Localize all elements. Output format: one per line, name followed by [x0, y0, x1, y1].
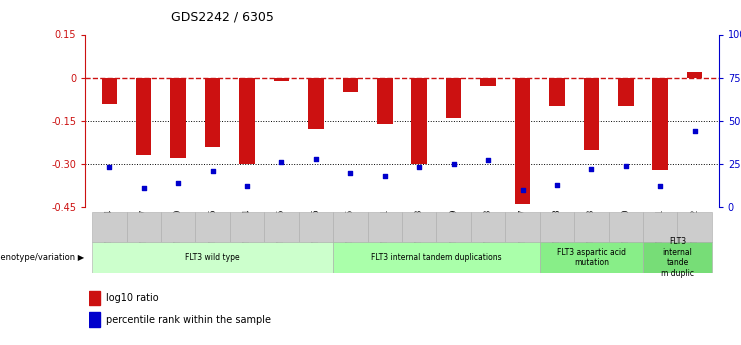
Point [104, 165, 116, 170]
Bar [402, 212, 436, 242]
Point [310, 156, 322, 161]
Bar [471, 212, 505, 242]
Point [379, 173, 391, 179]
Bar [342, 78, 358, 92]
Point [448, 161, 459, 167]
Point [516, 187, 528, 193]
Bar [161, 212, 196, 242]
Bar [333, 212, 368, 242]
Bar [368, 212, 402, 242]
Bar [446, 78, 462, 118]
Point [688, 128, 700, 134]
Point [345, 170, 356, 175]
Text: log10 ratio: log10 ratio [106, 293, 159, 303]
Bar [411, 78, 427, 164]
Bar [170, 78, 186, 158]
Text: FLT3
internal
tande
m duplic: FLT3 internal tande m duplic [661, 237, 694, 278]
Text: FLT3 internal tandem duplications: FLT3 internal tandem duplications [371, 253, 502, 262]
Bar [539, 242, 643, 273]
Point [620, 163, 632, 168]
Bar [205, 78, 220, 147]
Point [654, 184, 666, 189]
Point [207, 168, 219, 174]
Point [551, 182, 563, 187]
Bar [377, 78, 393, 124]
Bar [608, 212, 643, 242]
Bar [480, 78, 496, 86]
Bar [687, 72, 702, 78]
Bar [273, 78, 289, 80]
Point [138, 185, 150, 191]
Bar [643, 212, 677, 242]
Bar [127, 212, 161, 242]
Point [482, 158, 494, 163]
Point [241, 184, 253, 189]
Point [172, 180, 184, 186]
Bar [299, 212, 333, 242]
Bar [239, 78, 255, 164]
Bar [574, 212, 608, 242]
Bar [196, 212, 230, 242]
Bar [92, 212, 127, 242]
Bar [136, 78, 151, 155]
Bar [265, 212, 299, 242]
Bar [618, 78, 634, 106]
Point [413, 165, 425, 170]
Point [276, 159, 288, 165]
Bar [308, 78, 324, 129]
Bar [230, 212, 265, 242]
Bar [653, 78, 668, 170]
Text: FLT3 wild type: FLT3 wild type [185, 253, 240, 262]
Point [585, 166, 597, 172]
Bar [643, 242, 712, 273]
Text: genotype/variation ▶: genotype/variation ▶ [0, 253, 84, 262]
Bar [89, 291, 100, 305]
Bar [436, 212, 471, 242]
Bar [549, 78, 565, 106]
Text: GDS2242 / 6305: GDS2242 / 6305 [171, 10, 273, 23]
Bar [505, 212, 539, 242]
Text: percentile rank within the sample: percentile rank within the sample [106, 315, 271, 325]
Bar [92, 242, 333, 273]
Bar [539, 212, 574, 242]
Bar [584, 78, 599, 149]
Bar [515, 78, 531, 204]
Bar [333, 242, 539, 273]
Text: FLT3 aspartic acid
mutation: FLT3 aspartic acid mutation [557, 248, 626, 267]
Bar [677, 212, 712, 242]
Bar [102, 78, 117, 104]
Bar [89, 312, 100, 327]
